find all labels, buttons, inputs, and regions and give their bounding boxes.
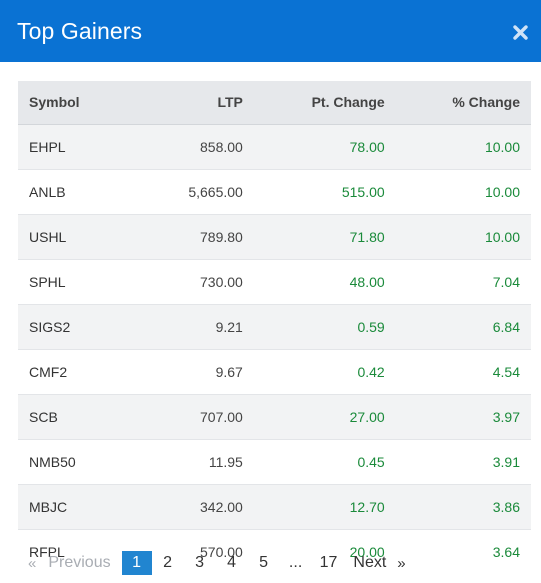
cell-symbol: MBJC bbox=[18, 483, 114, 529]
table-row[interactable]: NMB50 11.95 0.45 3.91 bbox=[18, 438, 531, 484]
cell-pct-change: 10.00 bbox=[385, 213, 531, 259]
header-pt-change[interactable]: Pt. Change bbox=[242, 81, 386, 125]
page-1-button[interactable]: 1 bbox=[121, 551, 152, 575]
cell-pct-change: 3.97 bbox=[385, 393, 531, 439]
cell-ltp: 9.21 bbox=[113, 303, 243, 349]
header-symbol[interactable]: Symbol bbox=[18, 81, 114, 125]
cell-pct-change: 7.04 bbox=[385, 258, 531, 304]
cell-symbol: EHPL bbox=[29, 138, 66, 155]
cell-pct-change: 3.64 bbox=[385, 528, 531, 574]
header-pct-change[interactable]: % Change bbox=[385, 81, 531, 125]
table-row[interactable]: RFPL 570.00 20.00 3.64 bbox=[18, 528, 531, 574]
page-5-button[interactable]: 5 bbox=[259, 554, 269, 571]
close-icon bbox=[512, 24, 528, 40]
cell-pct-change: 4.54 bbox=[385, 348, 531, 394]
cell-pt-change: 78.00 bbox=[349, 138, 385, 155]
table-row[interactable]: CMF2 9.67 0.42 4.54 bbox=[18, 348, 531, 394]
gainers-table: Symbol LTP Pt. Change % Change EHPL 858.… bbox=[18, 81, 531, 574]
cell-symbol: NMB50 bbox=[18, 438, 114, 484]
cell-pt-change: 27.00 bbox=[242, 393, 386, 439]
table-row[interactable]: SIGS2 9.21 0.59 6.84 bbox=[18, 303, 531, 349]
next-page-button[interactable]: Next » bbox=[353, 554, 405, 572]
cell-ltp: 9.67 bbox=[113, 348, 243, 394]
cell-ltp: 5,665.00 bbox=[113, 168, 243, 214]
table-row[interactable]: SCB 707.00 27.00 3.97 bbox=[18, 393, 531, 439]
gainers-table-wrapper: Symbol LTP Pt. Change % Change EHPL 858.… bbox=[18, 81, 531, 574]
left-double-arrow-icon: « bbox=[28, 554, 37, 572]
cell-symbol: ANLB bbox=[18, 168, 114, 214]
cell-pt-change: 515.00 bbox=[242, 168, 386, 214]
cell-ltp: 730.00 bbox=[113, 258, 243, 304]
cell-pt-change: 0.45 bbox=[242, 438, 386, 484]
cell-symbol: SPHL bbox=[18, 258, 114, 304]
next-label: Next bbox=[353, 554, 387, 571]
cell-pct-change: 6.84 bbox=[385, 303, 531, 349]
cell-pct-change: 10.00 bbox=[484, 138, 520, 155]
cell-pct-change: 3.91 bbox=[385, 438, 531, 484]
modal-title: Top Gainers bbox=[17, 17, 143, 44]
cell-symbol: RFPL bbox=[18, 528, 114, 574]
cell-pt-change: 48.00 bbox=[242, 258, 386, 304]
header-ltp[interactable]: LTP bbox=[113, 81, 243, 125]
cell-symbol: CMF2 bbox=[18, 348, 114, 394]
page-2-button[interactable]: 2 bbox=[163, 554, 173, 571]
right-double-arrow-icon: » bbox=[397, 554, 406, 572]
cell-ltp: 707.00 bbox=[113, 393, 243, 439]
modal-header: Top Gainers bbox=[0, 0, 541, 62]
close-button[interactable] bbox=[509, 21, 531, 43]
table-row[interactable]: SPHL 730.00 48.00 7.04 bbox=[18, 258, 531, 304]
table-header-row: Symbol LTP Pt. Change % Change bbox=[18, 81, 531, 125]
cell-symbol: SIGS2 bbox=[18, 303, 114, 349]
cell-symbol: USHL bbox=[18, 213, 114, 259]
cell-pt-change: 20.00 bbox=[242, 528, 386, 574]
cell-pt-change: 71.80 bbox=[242, 213, 386, 259]
cell-ltp: 11.95 bbox=[113, 438, 243, 484]
pagination: « Previous 1 2 3 4 5 ... 17 Next » bbox=[18, 551, 406, 575]
previous-page-button[interactable]: « Previous bbox=[28, 554, 111, 572]
cell-pct-change: 10.00 bbox=[385, 168, 531, 214]
cell-pt-change: 12.70 bbox=[242, 483, 386, 529]
previous-label: Previous bbox=[48, 554, 111, 571]
table-row[interactable]: ANLB 5,665.00 515.00 10.00 bbox=[18, 168, 531, 214]
page-4-button[interactable]: 4 bbox=[227, 554, 237, 571]
table-row[interactable]: USHL 789.80 71.80 10.00 bbox=[18, 213, 531, 259]
cell-ltp: 858.00 bbox=[200, 138, 243, 155]
page-17-button[interactable]: 17 bbox=[319, 554, 338, 571]
page-3-button[interactable]: 3 bbox=[195, 554, 205, 571]
table-row[interactable]: EHPL 858.00 78.00 10.00 bbox=[18, 124, 531, 169]
cell-ltp: 789.80 bbox=[113, 213, 243, 259]
cell-pt-change: 0.59 bbox=[242, 303, 386, 349]
cell-symbol: SCB bbox=[18, 393, 114, 439]
table-row[interactable]: MBJC 342.00 12.70 3.86 bbox=[18, 483, 531, 529]
cell-ltp: 342.00 bbox=[113, 483, 243, 529]
cell-pt-change: 0.42 bbox=[242, 348, 386, 394]
page-ellipsis: ... bbox=[288, 554, 303, 571]
cell-pct-change: 3.86 bbox=[385, 483, 531, 529]
